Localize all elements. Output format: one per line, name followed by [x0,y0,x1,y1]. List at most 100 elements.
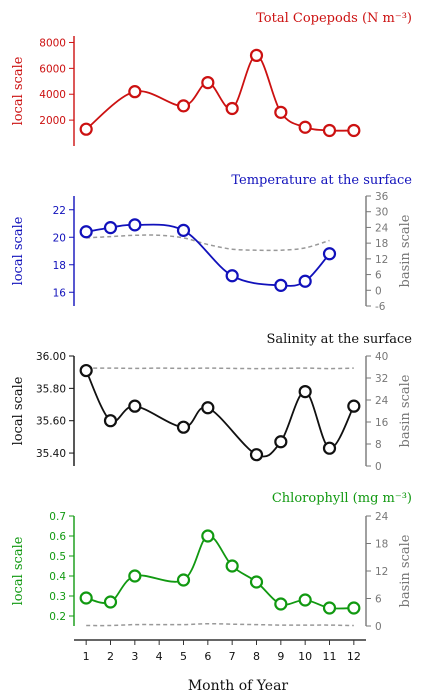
left-tick-label: 35.60 [36,416,66,428]
data-point [298,384,312,399]
chart-panel-2: Temperature at the surface 16 18 20 22 local … [11,173,413,313]
data-point [201,401,215,415]
data-point [103,595,118,609]
right-tick-label: 16 [375,417,389,429]
basin-series-line [86,234,330,252]
right-tick-label: 0 [375,285,382,297]
x-tick-label: 7 [229,650,236,663]
basin-series-line [86,622,354,627]
data-point [347,399,361,413]
left-tick-label: 6000 [39,63,66,75]
data-point [128,569,142,583]
x-tick-label: 5 [180,650,187,663]
right-axis-label: basin scale [398,214,413,287]
data-point [249,575,264,589]
x-tick-label: 4 [156,650,163,663]
data-point [103,414,118,428]
right-tick-label: 32 [375,373,388,385]
chart-panels: Total Copepods (N m⁻³) 2000 4000 6000 8000 lo… [11,11,413,633]
x-tick-label: 1 [83,650,90,663]
right-tick-label: 30 [375,207,388,219]
left-axis-label: local scale [11,536,26,605]
data-point [79,122,93,136]
left-tick-label: 36.00 [36,351,66,363]
right-tick-label: 40 [375,351,388,363]
panel-title: Total Copepods (N m⁻³) [256,11,412,26]
left-tick-label: 0.3 [49,591,66,603]
right-tick-label: 12 [375,566,388,578]
left-tick-label: 16 [53,287,67,299]
left-tick-label: 0.5 [49,551,66,563]
data-point [274,278,288,292]
data-point [128,85,142,99]
data-point [298,274,312,288]
data-point [176,573,191,587]
left-axis-label: local scale [11,376,26,445]
x-tick-label: 12 [347,650,361,663]
data-point [176,99,191,113]
left-tick-label: 20 [53,232,66,244]
data-point [79,591,93,605]
data-point [225,559,239,573]
right-tick-label: 8 [375,439,382,451]
right-tick-label: 12 [375,254,388,266]
right-tick-label: 18 [375,539,388,551]
chart-panel-1: Total Copepods (N m⁻³) 2000 4000 6000 8000 lo… [11,11,412,146]
x-tick-label: 9 [277,650,284,663]
left-tick-label: 0.2 [49,611,66,623]
x-tick-label: 10 [298,650,312,663]
data-point [201,529,215,543]
data-point [322,247,337,261]
x-tick-label: 11 [323,650,337,663]
left-tick-label: 22 [53,205,66,217]
left-tick-label: 4000 [39,89,66,101]
data-point [79,225,93,239]
left-tick-label: 2000 [39,115,66,127]
right-tick-label: 6 [375,270,382,282]
data-point [298,593,312,607]
left-tick-label: 8000 [39,37,66,49]
data-point [298,120,312,134]
data-point [103,221,118,235]
data-point [225,269,239,283]
chart-panel-3: Salinity at the surface 35.40 35.60 35.80 36… [11,332,413,473]
data-point [347,601,361,615]
x-axis-label: Month of Year [188,678,289,694]
data-point [201,75,215,90]
data-point [249,48,264,63]
left-tick-label: 35.80 [36,383,66,395]
data-point [249,448,264,462]
data-point [176,223,191,237]
right-tick-label: 6 [375,594,382,606]
data-point [128,399,142,413]
basin-series-line [86,367,354,370]
x-tick-label: 3 [131,650,138,663]
local-series-line [85,370,355,458]
left-tick-label: 0.7 [49,511,66,523]
data-point [225,101,239,116]
panel-title: Temperature at the surface [231,173,412,188]
data-point [176,420,191,434]
left-tick-label: 18 [53,260,66,272]
chart-panel-4: Chlorophyll (mg m⁻³) 0.2 0.3 0.4 0.5 0.6 0.7 lo… [11,491,413,633]
panel-title: Salinity at the surface [266,332,412,347]
data-point [274,597,288,611]
local-series-line [86,223,331,287]
local-series-line [85,54,354,132]
panel-title: Chlorophyll (mg m⁻³) [272,491,412,506]
data-point [322,123,337,138]
data-point [79,363,93,378]
left-axis-label: local scale [11,56,26,125]
right-tick-label: 24 [375,395,389,407]
left-tick-label: 0.4 [49,571,66,583]
right-tick-label: 36 [375,191,389,203]
right-axis-label: basin scale [398,374,413,447]
data-point [274,105,288,119]
right-axis-label: basin scale [398,534,413,607]
right-tick-label: 18 [375,238,388,250]
data-point [128,218,142,232]
right-tick-label: 24 [375,511,389,523]
data-point [274,435,288,449]
x-tick-label: 2 [107,650,114,663]
left-axis-label: local scale [11,216,26,285]
